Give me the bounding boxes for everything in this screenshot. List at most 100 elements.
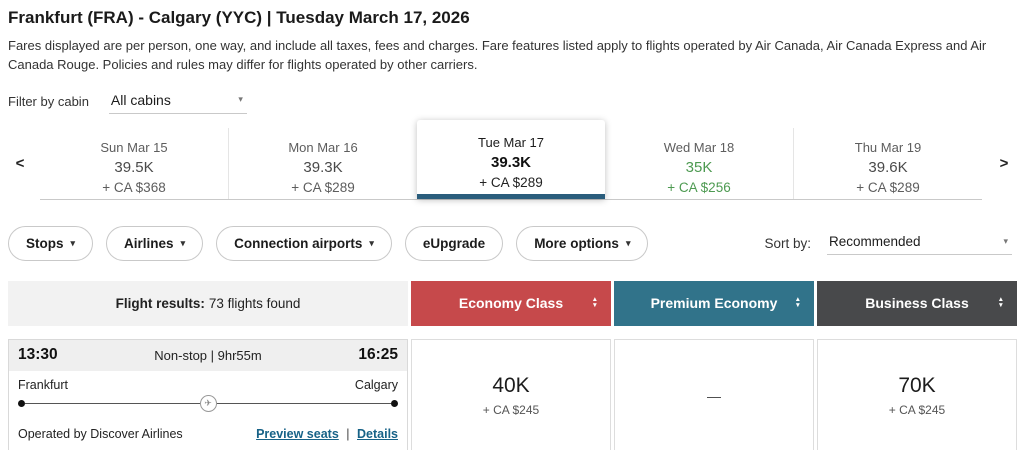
sort-up-icon: ▲ xyxy=(591,296,598,304)
carousel-next-button[interactable]: > xyxy=(984,149,1024,178)
date-card-sun-mar-15[interactable]: Sun Mar 15 39.5K + CA $368 xyxy=(40,128,228,199)
chevron-down-icon: ▾ xyxy=(369,237,374,248)
cabin-select[interactable]: All cabins ▾ xyxy=(108,90,247,114)
cabin-select-value: All cabins xyxy=(110,91,171,108)
date-cash: + CA $289 xyxy=(856,179,920,195)
flight-results-page: Frankfurt (FRA) - Calgary (YYC) | Tuesda… xyxy=(0,8,1024,450)
date-carousel-track: Sun Mar 15 39.5K + CA $368 Mon Mar 16 39… xyxy=(40,119,982,200)
date-label: Sun Mar 15 xyxy=(100,139,168,155)
plane-glyph: ✈ xyxy=(204,398,212,409)
date-carousel: < Sun Mar 15 39.5K + CA $368 Mon Mar 16 … xyxy=(0,119,1024,200)
date-cash: + CA $289 xyxy=(291,179,355,195)
carousel-prev-button[interactable]: < xyxy=(0,149,40,178)
date-card-mon-mar-16[interactable]: Mon Mar 16 39.3K + CA $289 xyxy=(228,127,417,199)
airlines-filter-label: Airlines xyxy=(124,235,174,251)
date-label: Tue Mar 17 xyxy=(478,134,544,150)
business-fare-cash: + CA $245 xyxy=(888,403,946,418)
flight-results-count: 73 flights found xyxy=(208,295,301,311)
economy-class-label: Economy Class xyxy=(458,295,564,312)
flight-links: Preview seats | Details xyxy=(256,427,398,441)
eupgrade-filter-button[interactable]: eUpgrade xyxy=(404,225,504,261)
date-card-thu-mar-19[interactable]: Thu Mar 19 39.6K + CA $289 xyxy=(793,127,982,199)
flight-card: 13:30 Non-stop | 9hr55m 16:25 Frankfurt … xyxy=(8,338,408,450)
cabin-filter-label: Filter by cabin xyxy=(8,94,89,110)
business-class-label: Business Class xyxy=(865,295,969,312)
more-options-filter-label: More options xyxy=(534,235,619,251)
route-line: ✈ xyxy=(9,395,407,413)
chevron-down-icon: ▾ xyxy=(180,237,186,248)
sort-up-icon: ▲ xyxy=(794,296,801,304)
economy-fare-cash: + CA $245 xyxy=(482,403,540,418)
sort-down-icon: ▼ xyxy=(591,302,598,310)
connection-airports-filter-label: Connection airports xyxy=(234,235,363,251)
date-label: Thu Mar 19 xyxy=(854,139,922,155)
connection-airports-filter-button[interactable]: Connection airports ▾ xyxy=(216,225,392,261)
date-points: 39.6K xyxy=(868,158,908,176)
economy-fare-cell[interactable]: 40K + CA $245 xyxy=(411,338,611,450)
chevron-left-icon: < xyxy=(15,155,25,173)
flight-time-strip: 13:30 Non-stop | 9hr55m 16:25 xyxy=(9,339,407,371)
sort-select-value: Recommended xyxy=(829,233,921,249)
stops-filter-button[interactable]: Stops ▾ xyxy=(8,225,94,261)
sort-by-label: Sort by: xyxy=(764,235,811,251)
destination-dot xyxy=(391,400,398,408)
chevron-down-icon: ▾ xyxy=(70,237,76,248)
date-label: Wed Mar 18 xyxy=(663,139,735,155)
premium-economy-fare-cell[interactable]: — xyxy=(614,338,814,450)
economy-class-column-header[interactable]: Economy Class ▲ ▼ xyxy=(411,280,611,326)
filters-toolbar: Stops ▾ Airlines ▾ Connection airports ▾… xyxy=(8,225,1012,261)
sort-icon: ▲ ▼ xyxy=(794,296,801,310)
date-points: 39.3K xyxy=(303,158,343,176)
economy-fare-points: 40K xyxy=(492,374,530,398)
premium-economy-label: Premium Economy xyxy=(650,295,778,312)
details-link[interactable]: Details xyxy=(357,426,398,441)
departure-time: 13:30 xyxy=(18,346,58,364)
sort-down-icon: ▼ xyxy=(794,302,801,310)
stops-filter-label: Stops xyxy=(26,235,64,251)
plane-icon: ✈ xyxy=(199,395,217,413)
date-points: 35K xyxy=(685,158,713,176)
premium-economy-fare-unavailable: — xyxy=(707,387,721,404)
airlines-filter-button[interactable]: Airlines ▾ xyxy=(106,225,204,261)
stops-duration: Non-stop | 9hr55m xyxy=(154,347,262,363)
date-points: 39.5K xyxy=(114,158,154,176)
destination-city: Calgary xyxy=(354,377,398,392)
business-class-column-header[interactable]: Business Class ▲ ▼ xyxy=(817,280,1017,326)
more-options-filter-button[interactable]: More options ▾ xyxy=(516,225,649,261)
chevron-right-icon: > xyxy=(999,155,1009,173)
sort-select[interactable]: Recommended ▾ xyxy=(827,232,1012,255)
date-cash: + CA $368 xyxy=(102,179,166,195)
route-segment xyxy=(216,403,391,405)
date-cash: + CA $289 xyxy=(479,174,543,190)
origin-city: Frankfurt xyxy=(18,377,69,392)
page-title: Frankfurt (FRA) - Calgary (YYC) | Tuesda… xyxy=(8,8,470,27)
eupgrade-filter-label: eUpgrade xyxy=(422,235,486,251)
sort-up-icon: ▲ xyxy=(997,296,1004,304)
sort-icon: ▲ ▼ xyxy=(997,296,1004,310)
origin-dot xyxy=(18,400,25,408)
business-fare-cell[interactable]: 70K + CA $245 xyxy=(817,338,1017,450)
cabin-filter-row: Filter by cabin All cabins ▾ xyxy=(8,90,1024,114)
sort-down-icon: ▼ xyxy=(997,302,1004,310)
date-points: 39.3K xyxy=(490,153,532,171)
flight-results-label: Flight results: xyxy=(115,295,205,311)
flight-result-row: 13:30 Non-stop | 9hr55m 16:25 Frankfurt … xyxy=(8,338,1024,450)
sort-icon: ▲ ▼ xyxy=(591,296,598,310)
chevron-down-icon: ▾ xyxy=(625,237,631,248)
date-card-tue-mar-17-selected[interactable]: Tue Mar 17 39.3K + CA $289 xyxy=(417,119,605,199)
route-labels: Frankfurt Calgary xyxy=(9,378,407,392)
business-fare-points: 70K xyxy=(898,374,936,398)
flight-results-summary: Flight results: 73 flights found xyxy=(8,280,408,326)
fare-disclaimer: Fares displayed are per person, one way,… xyxy=(8,38,987,72)
chevron-down-icon: ▾ xyxy=(238,94,243,105)
premium-economy-column-header[interactable]: Premium Economy ▲ ▼ xyxy=(614,280,814,326)
operated-by-text: Operated by Discover Airlines xyxy=(18,426,183,441)
arrival-time: 16:25 xyxy=(358,346,398,364)
flight-card-footer: Operated by Discover Airlines Preview se… xyxy=(9,427,407,441)
route-segment xyxy=(25,403,200,405)
chevron-down-icon: ▾ xyxy=(1003,235,1008,246)
date-cash: + CA $256 xyxy=(667,179,731,195)
date-card-wed-mar-18[interactable]: Wed Mar 18 35K + CA $256 xyxy=(605,128,793,199)
preview-seats-link[interactable]: Preview seats xyxy=(256,426,339,441)
results-header-row: Flight results: 73 flights found Economy… xyxy=(8,280,1024,326)
